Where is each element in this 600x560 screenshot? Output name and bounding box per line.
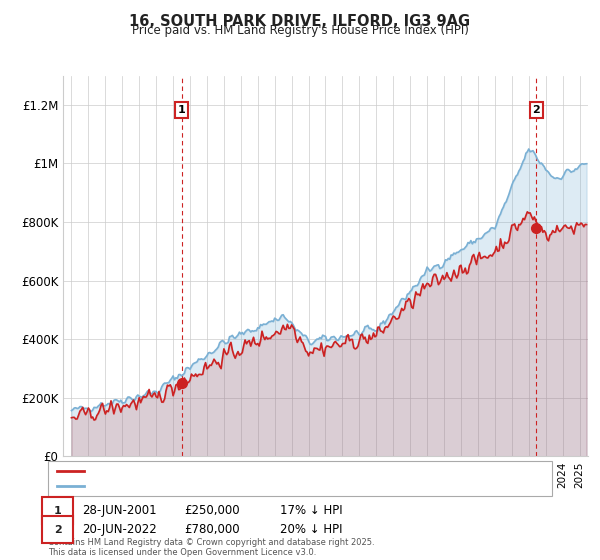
Text: Price paid vs. HM Land Registry's House Price Index (HPI): Price paid vs. HM Land Registry's House …: [131, 24, 469, 36]
Text: 17% ↓ HPI: 17% ↓ HPI: [280, 504, 343, 517]
Text: 2: 2: [54, 525, 61, 535]
Text: 20-JUN-2022: 20-JUN-2022: [82, 523, 157, 536]
Text: 28-JUN-2001: 28-JUN-2001: [82, 504, 157, 517]
Text: Contains HM Land Registry data © Crown copyright and database right 2025.
This d: Contains HM Land Registry data © Crown c…: [48, 538, 374, 557]
Text: 16, SOUTH PARK DRIVE, ILFORD, IG3 9AG (detached house): 16, SOUTH PARK DRIVE, ILFORD, IG3 9AG (d…: [90, 466, 400, 477]
Text: 1: 1: [54, 506, 61, 516]
Text: 2: 2: [532, 105, 540, 115]
Text: £780,000: £780,000: [184, 523, 240, 536]
Text: 20% ↓ HPI: 20% ↓ HPI: [280, 523, 343, 536]
Text: £250,000: £250,000: [184, 504, 240, 517]
Text: 16, SOUTH PARK DRIVE, ILFORD, IG3 9AG: 16, SOUTH PARK DRIVE, ILFORD, IG3 9AG: [130, 14, 470, 29]
Text: HPI: Average price, detached house, Redbridge: HPI: Average price, detached house, Redb…: [90, 481, 336, 491]
Text: 1: 1: [178, 105, 185, 115]
